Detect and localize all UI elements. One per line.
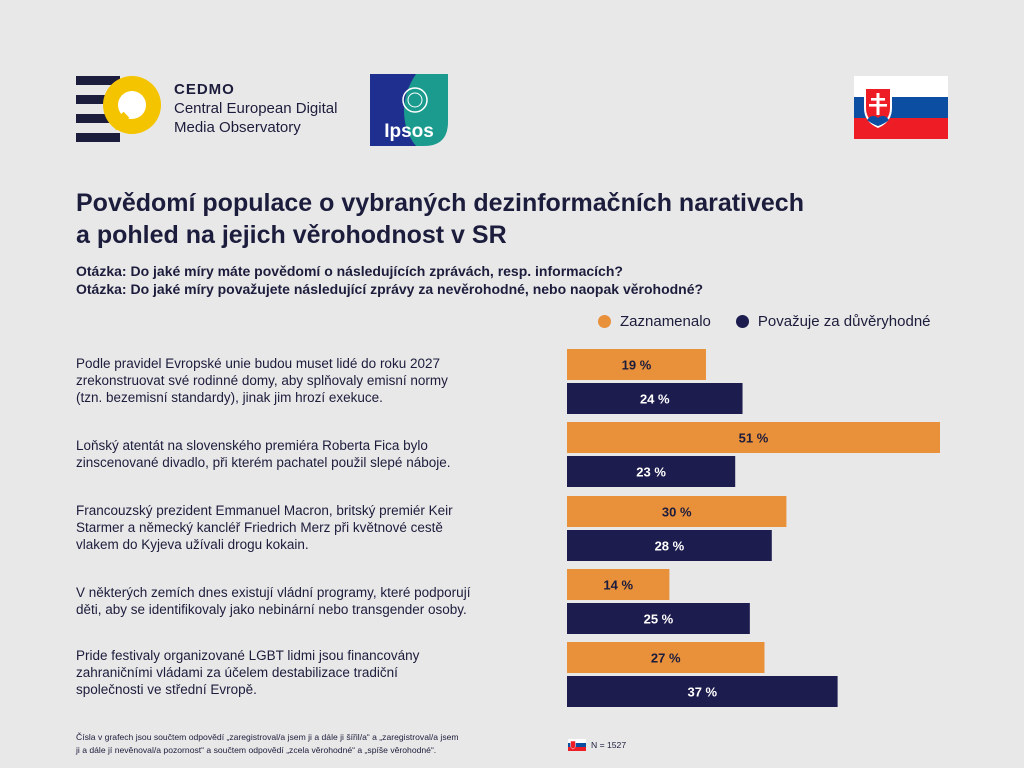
- statement-line: společnosti ve střední Evropě.: [76, 682, 257, 697]
- footnote-line-2: ji a dále jí nevěnoval/a pozornost“ a so…: [76, 745, 437, 755]
- statement-line: (tzn. bezemisní standardy), jinak jim hr…: [76, 390, 383, 405]
- bar-label-credible-5: 37 %: [687, 685, 717, 700]
- statement-pride-funding: Pride festivaly organizované LGBT lidmi …: [76, 647, 546, 698]
- slovakia-flag-icon: [854, 76, 948, 139]
- bar-label-noticed-5: 27 %: [651, 651, 681, 666]
- sample-size: N = 1527: [591, 740, 627, 750]
- statement-line: zahraničními vládami za účelem destabili…: [76, 665, 398, 680]
- statement-line: děti, aby se identifikovaly jako nebinár…: [76, 602, 467, 617]
- bar-label-noticed-3: 30 %: [662, 505, 692, 520]
- survey-questions: Otázka: Do jaké míry máte povědomí o nás…: [76, 262, 976, 298]
- bar-label-credible-2: 23 %: [636, 465, 666, 480]
- bar-credible-2: [567, 456, 736, 487]
- statement-line: Podle pravidel Evropské unie budou muset…: [76, 356, 440, 371]
- legend-dot-navy: [735, 315, 749, 328]
- cedmo-wordmark: CEDMO Central European Digital Media Obs…: [174, 80, 337, 137]
- bar-credible-3: [567, 530, 772, 561]
- question-credibility: Otázka: Do jaké míry považujete následuj…: [76, 281, 704, 297]
- footnote-line-1: Čísla v grafech jsou součtem odpovědí „z…: [76, 732, 459, 742]
- statement-line: vlakem do Kyjeva užívali drogu kokain.: [76, 537, 309, 552]
- cedmo-subtitle-line1: Central European Digital: [174, 100, 338, 117]
- bar-credible-4: [567, 603, 750, 634]
- question-awareness: Otázka: Do jaké míry máte povědomí o nás…: [76, 263, 623, 279]
- bar-noticed-2: [567, 422, 940, 453]
- bar-label-noticed-2: 51 %: [739, 431, 769, 446]
- statement-line: Pride festivaly organizované LGBT lidmi …: [76, 648, 420, 663]
- footnote: Čísla v grafech jsou součtem odpovědí „z…: [76, 731, 556, 757]
- bar-noticed-1: [567, 349, 706, 380]
- page-title: Povědomí populace o vybraných dezinforma…: [76, 187, 956, 251]
- bar-noticed-3: [567, 496, 787, 527]
- bar-credible-1: [567, 383, 743, 414]
- bar-noticed-5: [567, 642, 765, 673]
- bar-label-credible-3: 28 %: [655, 539, 685, 554]
- statement-gender-programs: V některých zemích dnes existují vládní …: [76, 584, 546, 618]
- legend-label-noticed: Zaznamenalo: [620, 313, 711, 330]
- statement-emission-renovation: Podle pravidel Evropské unie budou muset…: [76, 355, 546, 406]
- statement-line: V některých zemích dnes existují vládní …: [76, 585, 471, 600]
- statement-line: zinscenované divadlo, při kterém pachate…: [76, 455, 451, 470]
- title-line-2: a pohled na jejich věrohodnost v SR: [76, 221, 507, 249]
- statement-fico-staged: Loňský atentát na slovenského premiéra R…: [76, 437, 546, 471]
- slovakia-flag-small-icon: [568, 739, 586, 751]
- legend-dot-orange: [598, 315, 611, 328]
- statement-line: Francouzský prezident Emmanuel Macron, b…: [76, 503, 453, 518]
- statement-line: Loňský atentát na slovenského premiéra R…: [76, 438, 428, 453]
- ipsos-wordmark: Ipsos: [384, 121, 434, 142]
- title-line-1: Povědomí populace o vybraných dezinforma…: [76, 189, 804, 217]
- bar-credible-5: [567, 676, 838, 707]
- statement-leaders-cocaine: Francouzský prezident Emmanuel Macron, b…: [76, 502, 546, 553]
- legend-label-credible: Považuje za důvěryhodné: [757, 313, 931, 330]
- bar-label-credible-4: 25 %: [644, 612, 674, 627]
- cedmo-subtitle-line2: Media Observatory: [174, 119, 301, 136]
- bar-label-credible-1: 24 %: [640, 392, 670, 407]
- legend-item-credible: Považuje za důvěryhodné: [735, 313, 931, 330]
- bar-label-noticed-1: 19 %: [622, 358, 652, 373]
- cedmo-name: CEDMO: [174, 81, 235, 98]
- legend-item-noticed: Zaznamenalo: [598, 313, 711, 330]
- cedmo-logo: [76, 76, 161, 142]
- ipsos-logo: Ipsos: [370, 74, 448, 146]
- bar-label-noticed-4: 14 %: [603, 578, 633, 593]
- statement-line: zrekonstruovat své rodinné domy, aby spl…: [76, 373, 448, 388]
- bar-noticed-4: [567, 569, 670, 600]
- statement-line: Starmer a německý kancléř Friedrich Merz…: [76, 520, 443, 535]
- chart-legend: Zaznamenalo Považuje za důvěryhodné: [598, 313, 931, 330]
